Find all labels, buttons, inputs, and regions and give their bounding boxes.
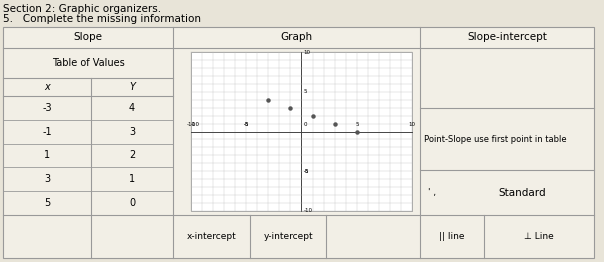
Text: 2: 2: [129, 150, 135, 161]
Text: -10: -10: [191, 123, 200, 128]
Text: -5: -5: [243, 123, 249, 128]
Text: ' ,: ' ,: [428, 188, 436, 197]
Text: 10: 10: [409, 123, 416, 128]
Text: 5.   Complete the missing information: 5. Complete the missing information: [3, 14, 201, 24]
Text: 1: 1: [129, 174, 135, 184]
Text: -1: -1: [42, 127, 52, 137]
Text: Slope-intercept: Slope-intercept: [467, 32, 547, 42]
Text: Slope: Slope: [74, 32, 103, 42]
Text: y-intercept: y-intercept: [263, 232, 313, 241]
Text: Section 2: Graphic organizers.: Section 2: Graphic organizers.: [3, 4, 161, 14]
Bar: [191, 52, 412, 211]
Text: -10: -10: [186, 123, 195, 128]
Text: x-intercept: x-intercept: [187, 232, 236, 241]
Text: -5: -5: [303, 169, 309, 174]
Text: 10: 10: [303, 50, 310, 54]
Bar: [3, 27, 594, 258]
Text: 5: 5: [303, 89, 307, 94]
Text: -5: -5: [243, 123, 249, 128]
Text: 5: 5: [355, 123, 359, 128]
Text: 3: 3: [129, 127, 135, 137]
Text: -10: -10: [303, 209, 312, 214]
Text: 5: 5: [44, 198, 50, 208]
Text: -5: -5: [303, 169, 309, 174]
Text: ⊥ Line: ⊥ Line: [524, 232, 554, 241]
Text: Y: Y: [129, 82, 135, 92]
Text: || line: || line: [440, 232, 465, 241]
Text: 0: 0: [303, 123, 307, 128]
Text: 0: 0: [129, 198, 135, 208]
Text: Graph: Graph: [280, 32, 313, 42]
Text: Point-Slope use first point in table: Point-Slope use first point in table: [424, 134, 567, 144]
Text: 3: 3: [44, 174, 50, 184]
Text: Table of Values: Table of Values: [51, 58, 124, 68]
Text: -3: -3: [42, 103, 52, 113]
Text: 1: 1: [44, 150, 50, 161]
Text: 4: 4: [129, 103, 135, 113]
Text: x: x: [44, 82, 50, 92]
Text: Standard: Standard: [498, 188, 545, 198]
